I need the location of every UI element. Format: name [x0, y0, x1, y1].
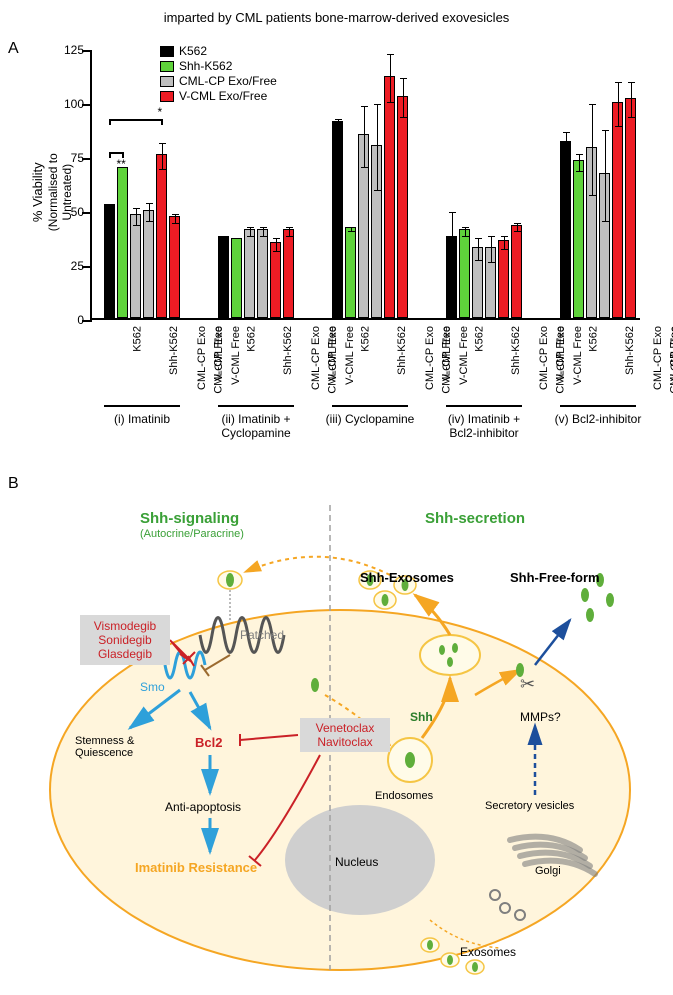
- panel-label-a: A: [8, 40, 19, 58]
- diagram-label: Exosomes: [460, 945, 516, 959]
- bar: [345, 227, 356, 318]
- bar: [283, 229, 294, 318]
- left-heading: Shh-signaling: [140, 510, 239, 527]
- x-tick-label: K562: [587, 326, 599, 352]
- diagram-label: Secretory vesicles: [485, 800, 574, 812]
- diagram-label: Shh-Exosomes: [360, 570, 454, 585]
- x-tick-label: CML-CP Exo: [309, 326, 321, 390]
- figure-title: imparted by CML patients bone-marrow-der…: [164, 10, 510, 25]
- diagram-label: Anti-apoptosis: [165, 800, 241, 814]
- x-tick-label: V-CML Exo: [669, 326, 673, 381]
- bar: [156, 154, 167, 318]
- bar: [498, 240, 509, 318]
- group-label: (ii) Imatinib +Cyclopamine: [206, 412, 306, 440]
- x-tick-label: CML-CP Exo: [537, 326, 549, 390]
- bar: [573, 160, 584, 318]
- diagram-label: Shh: [410, 710, 433, 724]
- bar: [511, 225, 522, 318]
- drug-box: VenetoclaxNavitoclax: [300, 718, 390, 752]
- x-tick-label: Shh-K562: [509, 326, 521, 375]
- x-tick-label: CML-CP Exo: [195, 326, 207, 390]
- x-tick-label: V-CML Exo: [213, 326, 225, 381]
- diagram-label: Smo: [140, 680, 165, 694]
- x-tick-label: K562: [473, 326, 485, 352]
- bar: [244, 229, 255, 318]
- bar: [169, 216, 180, 318]
- x-tick-label: V-CML Exo: [555, 326, 567, 381]
- diagram-label: Nucleus: [335, 855, 378, 869]
- bar: [231, 238, 242, 318]
- bar: [384, 76, 395, 318]
- bar: [560, 141, 571, 318]
- diagram-label: Shh-Free-form: [510, 570, 600, 585]
- x-tick-label: K562: [131, 326, 143, 352]
- bar: [397, 96, 408, 318]
- x-tick-label: K562: [245, 326, 257, 352]
- group-label: (iv) Imatinib +Bcl2-inhibitor: [434, 412, 534, 440]
- svg-text:✂: ✂: [520, 674, 535, 694]
- x-tick-label: V-CML Exo: [441, 326, 453, 381]
- x-tick-label: K562: [359, 326, 371, 352]
- drug-box: VismodegibSonidegibGlasdegib: [80, 615, 170, 665]
- x-tick-label: V-CML Free: [457, 326, 469, 385]
- bar: [459, 229, 470, 318]
- x-tick-label: Shh-K562: [623, 326, 635, 375]
- x-tick-label: Shh-K562: [395, 326, 407, 375]
- bar: [270, 242, 281, 318]
- bar-chart: 0255075100125K562Shh-K562CML-CP ExoCML-C…: [90, 50, 640, 320]
- diagram-label: Golgi: [535, 865, 561, 877]
- x-tick-label: Shh-K562: [167, 326, 179, 375]
- diagram-label: Imatinib Resistance: [135, 860, 257, 875]
- bar: [143, 210, 154, 318]
- bar: [104, 204, 115, 318]
- bar: [332, 121, 343, 318]
- bar: [218, 236, 229, 318]
- x-tick-label: V-CML Free: [229, 326, 241, 385]
- left-subheading: (Autocrine/Paracrine): [140, 528, 244, 540]
- bar: [625, 98, 636, 318]
- x-tick-label: CML-CP Exo: [423, 326, 435, 390]
- group-label: (i) Imatinib: [92, 412, 192, 426]
- x-tick-label: V-CML Free: [571, 326, 583, 385]
- panel-label-b: B: [8, 475, 19, 493]
- group-label: (iii) Cyclopamine: [320, 412, 420, 426]
- bar: [130, 214, 141, 318]
- x-tick-label: V-CML Free: [343, 326, 355, 385]
- right-heading: Shh-secretion: [425, 510, 525, 527]
- group-label: (v) Bcl2-inhibitor: [548, 412, 648, 426]
- schematic-diagram: ✂ Shh-signaling(Autocrine/Paracrine) Shh-…: [30, 500, 650, 980]
- bar: [612, 102, 623, 318]
- diagram-label: Endosomes: [375, 790, 433, 802]
- diagram-label: Bcl2: [195, 735, 222, 750]
- x-tick-label: CML-CP Exo: [651, 326, 663, 390]
- x-tick-label: V-CML Exo: [327, 326, 339, 381]
- diagram-label: Stemness &Quiescence: [75, 735, 134, 759]
- diagram-label: Patched: [240, 628, 284, 642]
- bar: [117, 167, 128, 318]
- diagram-label: MMPs?: [520, 710, 561, 724]
- x-tick-label: Shh-K562: [281, 326, 293, 375]
- y-axis-label: % Viability(Normalised to Untreated): [30, 132, 74, 252]
- bar: [257, 229, 268, 318]
